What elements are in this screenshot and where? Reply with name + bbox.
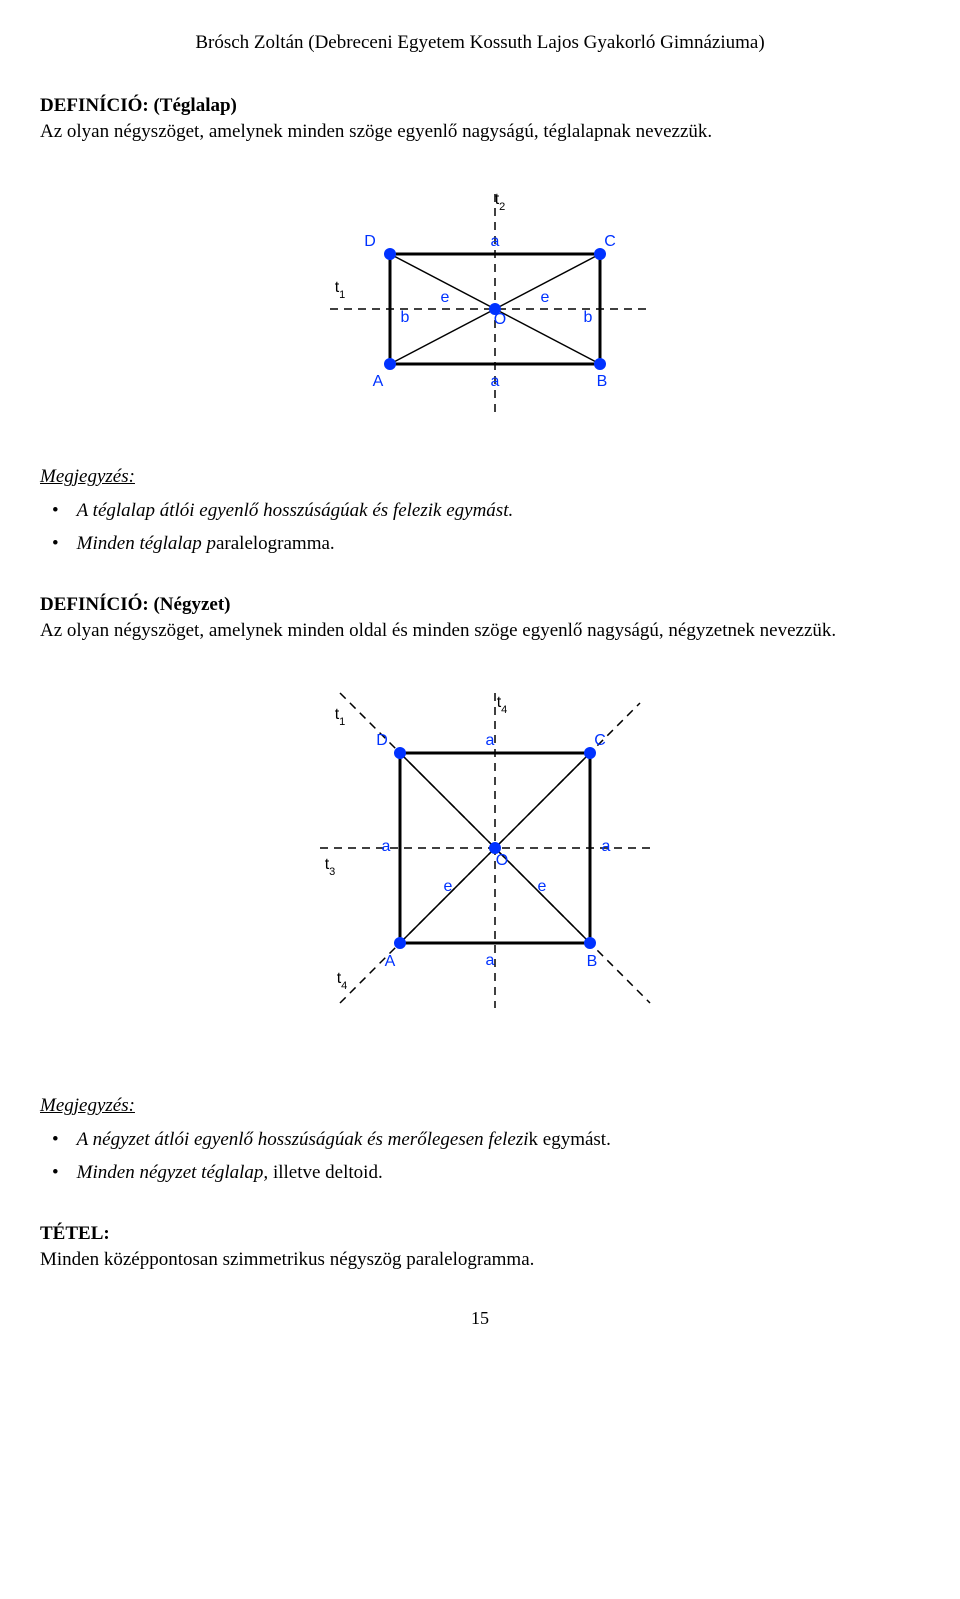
note2-title: Megjegyzés: <box>40 1093 920 1120</box>
svg-text:b: b <box>584 309 593 326</box>
page-number: 15 <box>40 1306 920 1331</box>
list-item: A négyzet átlói egyenlő hosszúságúak és … <box>52 1127 920 1154</box>
note1-title: Megjegyzés: <box>40 464 920 491</box>
svg-text:a: a <box>491 233 500 250</box>
svg-text:a: a <box>382 838 391 855</box>
svg-text:D: D <box>364 233 376 250</box>
svg-text:a: a <box>491 373 500 390</box>
note1: Megjegyzés: A téglalap átlói egyenlő hos… <box>40 464 920 558</box>
note2: Megjegyzés: A négyzet átlói egyenlő hoss… <box>40 1093 920 1187</box>
rectangle-diagram: t2 t1 D C A B Oa a b b e e <box>300 174 660 424</box>
svg-text:O: O <box>494 311 506 328</box>
svg-text:t3: t3 <box>325 856 336 878</box>
def2-title: DEFINÍCIÓ: (Négyzet) <box>40 594 230 615</box>
theorem-title: TÉTEL: <box>40 1223 110 1244</box>
svg-text:t1: t1 <box>335 279 346 301</box>
svg-text:a: a <box>486 732 495 749</box>
svg-text:C: C <box>604 233 616 250</box>
svg-text:a: a <box>602 838 611 855</box>
note2-list: A négyzet átlói egyenlő hosszúságúak és … <box>40 1127 920 1186</box>
svg-text:B: B <box>587 953 598 970</box>
svg-text:t4: t4 <box>497 694 508 716</box>
svg-text:e: e <box>541 289 550 306</box>
svg-text:e: e <box>441 289 450 306</box>
theorem-body: Minden középpontosan szimmetrikus négysz… <box>40 1249 534 1270</box>
svg-text:A: A <box>385 953 396 970</box>
theorem: TÉTEL: Minden középpontosan szimmetrikus… <box>40 1221 920 1274</box>
svg-text:a: a <box>486 952 495 969</box>
list-item: Minden négyzet téglalap, illetve deltoid… <box>52 1160 920 1187</box>
svg-text:t2: t2 <box>495 191 506 213</box>
svg-text:t4: t4 <box>337 970 348 992</box>
def1-title: DEFINÍCIÓ: (Téglalap) <box>40 95 237 116</box>
list-item: A téglalap átlói egyenlő hosszúságúak és… <box>52 498 920 525</box>
note1-list: A téglalap átlói egyenlő hosszúságúak és… <box>40 498 920 557</box>
page-header: Brósch Zoltán (Debreceni Egyetem Kossuth… <box>40 30 920 57</box>
square-diagram: t4 t3 t4 t1 D C A B Oa a a a e e <box>290 673 670 1053</box>
svg-text:e: e <box>444 878 453 895</box>
svg-text:t1: t1 <box>335 706 346 728</box>
svg-text:O: O <box>496 852 508 869</box>
def1-body: Az olyan négyszöget, amelynek minden szö… <box>40 121 712 142</box>
definition-square: DEFINÍCIÓ: (Négyzet) Az olyan négyszöget… <box>40 592 920 645</box>
list-item: Minden téglalap paralelogramma. <box>52 531 920 558</box>
def2-body: Az olyan négyszöget, amelynek minden old… <box>40 620 836 641</box>
svg-text:C: C <box>594 732 606 749</box>
svg-text:e: e <box>538 878 547 895</box>
svg-text:A: A <box>373 373 384 390</box>
definition-rectangle: DEFINÍCIÓ: (Téglalap) Az olyan négyszöge… <box>40 93 920 146</box>
svg-text:D: D <box>376 732 388 749</box>
svg-text:B: B <box>597 373 608 390</box>
svg-text:b: b <box>401 309 410 326</box>
